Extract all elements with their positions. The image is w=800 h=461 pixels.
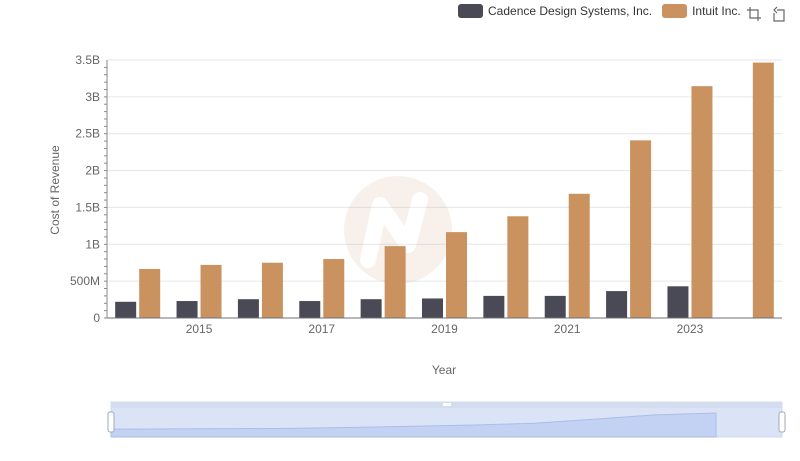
y-tick-label: 1B [85,237,100,251]
bar-intuit-2024 [752,62,774,318]
bar-cadence-2015 [176,301,198,318]
bar-intuit-2015 [200,264,222,318]
bars [115,62,774,318]
bar-intuit-2023 [691,86,713,318]
y-tick-label: 3.5B [75,53,100,67]
x-tick-label: 2019 [431,322,458,336]
zoom-preview-area [110,412,717,438]
axes: 0 500M 1B 1.5B 2B 2.5B 3B 3.5B 2015 2017 2019 2021 2… [70,53,782,336]
watermark-logo [344,176,452,284]
x-tick-label: 2017 [308,322,335,336]
zoom-selection [111,408,782,437]
bar-cadence-2018 [360,299,382,318]
y-tick-label: 2B [85,164,100,178]
bar-intuit-2014 [139,268,161,318]
legend-swatch-intuit [662,4,688,18]
bar-cadence-2014 [115,301,137,318]
grid-lines [107,59,782,282]
legend-label-cadence: Cadence Design Systems, Inc. [488,4,653,18]
bar-intuit-2018 [384,246,406,318]
bar-cadence-2022 [606,291,628,318]
bar-cadence-2019 [422,298,443,318]
data-zoom-slider[interactable] [107,401,786,438]
bar-cadence-2020 [483,295,505,318]
bar-cadence-2023 [667,286,689,318]
x-tick-label: 2021 [554,322,581,336]
y-axis-title: Cost of Revenue [48,145,62,235]
zoom-grip[interactable] [443,403,451,406]
zoom-handle-right[interactable] [778,411,786,433]
y-tick-label: 500M [70,274,100,288]
bar-intuit-2016 [261,262,283,318]
bar-intuit-2022 [630,140,652,318]
bar-intuit-2017 [323,259,345,318]
bar-intuit-2019 [446,232,467,318]
legend-item-intuit[interactable]: Intuit Inc. [662,4,741,18]
x-tick-label: 2023 [677,322,704,336]
y-tick-label: 2.5B [75,127,100,141]
bar-intuit-2020 [507,216,529,318]
bar-intuit-2021 [568,193,590,318]
y-tick-label: 1.5B [75,200,100,214]
zoom-handle-left[interactable] [107,411,115,433]
x-axis-title: Year [432,363,456,377]
toolbox [746,6,787,22]
y-tick-label: 3B [85,90,100,104]
x-tick-label: 2015 [186,322,213,336]
legend-swatch-cadence [458,4,483,18]
zoom-icon[interactable] [746,6,762,22]
restore-icon[interactable] [771,6,787,22]
legend-label-intuit: Intuit Inc. [692,4,741,18]
y-tick-label: 0 [93,311,100,325]
bar-cadence-2021 [544,295,566,318]
bar-cadence-2016 [237,299,259,318]
legend-item-cadence[interactable]: Cadence Design Systems, Inc. [458,4,652,18]
bar-cadence-2017 [299,301,321,318]
legend: Cadence Design Systems, Inc. Intuit Inc. [458,4,751,18]
